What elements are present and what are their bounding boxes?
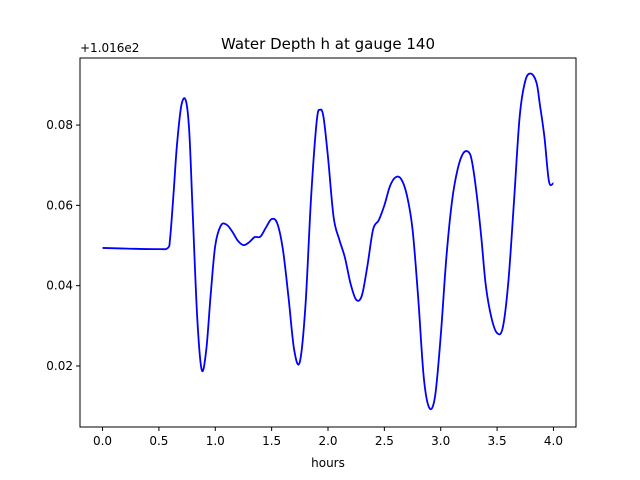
- chart-title: Water Depth h at gauge 140: [221, 35, 435, 53]
- y-tick-label: 0.02: [46, 359, 73, 373]
- x-tick-label: 2.0: [318, 434, 337, 448]
- x-tick-label: 0.0: [93, 434, 112, 448]
- y-tick-label: 0.04: [46, 279, 73, 293]
- y-offset-label: +1.016e2: [80, 41, 139, 55]
- plot-area: [79, 57, 577, 428]
- x-axis: 0.0 0.5 1.0 1.5 2.0 2.5 3.0 3.5 4.0: [93, 427, 563, 448]
- x-tick-label: 3.0: [431, 434, 450, 448]
- x-tick-label: 1.5: [262, 434, 281, 448]
- y-axis: 0.02 0.04 0.06 0.08: [46, 118, 80, 373]
- x-axis-label: hours: [311, 456, 345, 470]
- x-tick-label: 1.0: [206, 434, 225, 448]
- x-tick-label: 3.5: [488, 434, 507, 448]
- y-tick-label: 0.08: [46, 118, 73, 132]
- x-tick-label: 2.5: [375, 434, 394, 448]
- plot-frame: [79, 57, 577, 428]
- series-line: [102, 72, 555, 411]
- x-tick-label: 4.0: [544, 434, 563, 448]
- y-tick-label: 0.06: [46, 198, 73, 212]
- x-tick-label: 0.5: [149, 434, 168, 448]
